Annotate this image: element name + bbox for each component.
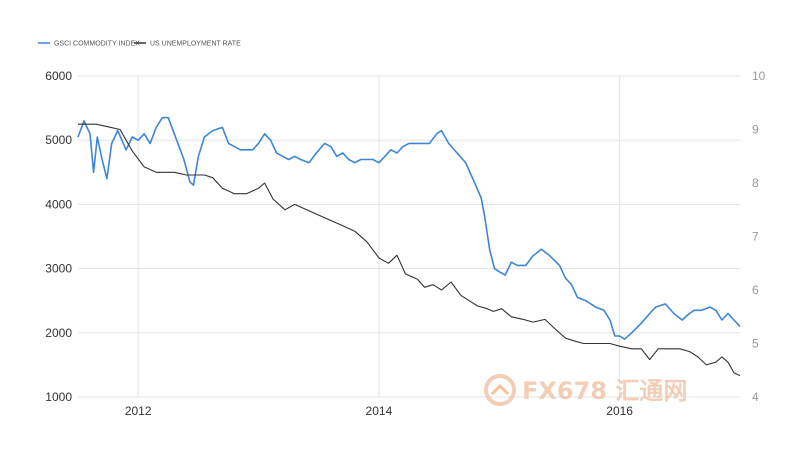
y-left-tick-label: 4000: [45, 197, 72, 211]
x-axis: 2012 2014 2016: [125, 404, 633, 418]
y-left-tick-label: 5000: [45, 133, 72, 147]
x-tick-label: 2012: [125, 404, 152, 418]
y-left-tick-label: 3000: [45, 262, 72, 276]
watermark: FX678 汇通网: [484, 374, 687, 406]
series-line-gsci: [77, 116, 741, 340]
y-right-tick-label: 4: [752, 390, 759, 404]
y-right-tick-label: 6: [752, 283, 759, 297]
y-right-axis: 4 5 6 7 8 9 10: [752, 69, 766, 404]
y-left-tick-label: 6000: [45, 69, 72, 83]
y-left-axis: 1000 2000 3000 4000 5000 6000: [45, 69, 72, 404]
y-left-tick-label: 1000: [45, 390, 72, 404]
grid: [78, 75, 740, 398]
y-right-tick-label: 9: [752, 123, 759, 137]
series-line-unemployment: [78, 123, 741, 377]
y-right-tick-label: 5: [752, 337, 759, 351]
y-left-tick-label: 2000: [45, 326, 72, 340]
watermark-text: FX678 汇通网: [522, 377, 687, 405]
y-right-tick-label: 7: [752, 230, 759, 244]
x-tick-label: 2014: [366, 404, 393, 418]
y-right-tick-label: 10: [752, 69, 766, 83]
watermark-logo-arrow-icon: [490, 383, 510, 396]
y-right-tick-label: 8: [752, 176, 759, 190]
watermark-logo-icon: [484, 374, 516, 406]
legend-label-gsci: GSCI COMMODITY INDEX: [54, 41, 140, 48]
series-layer: [77, 116, 741, 377]
legend-label-unemployment: US UNEMPLOYMENT RATE: [150, 41, 241, 48]
x-tick-label: 2016: [606, 404, 633, 418]
legend: GSCI COMMODITY INDEX US UNEMPLOYMENT RAT…: [38, 41, 241, 48]
